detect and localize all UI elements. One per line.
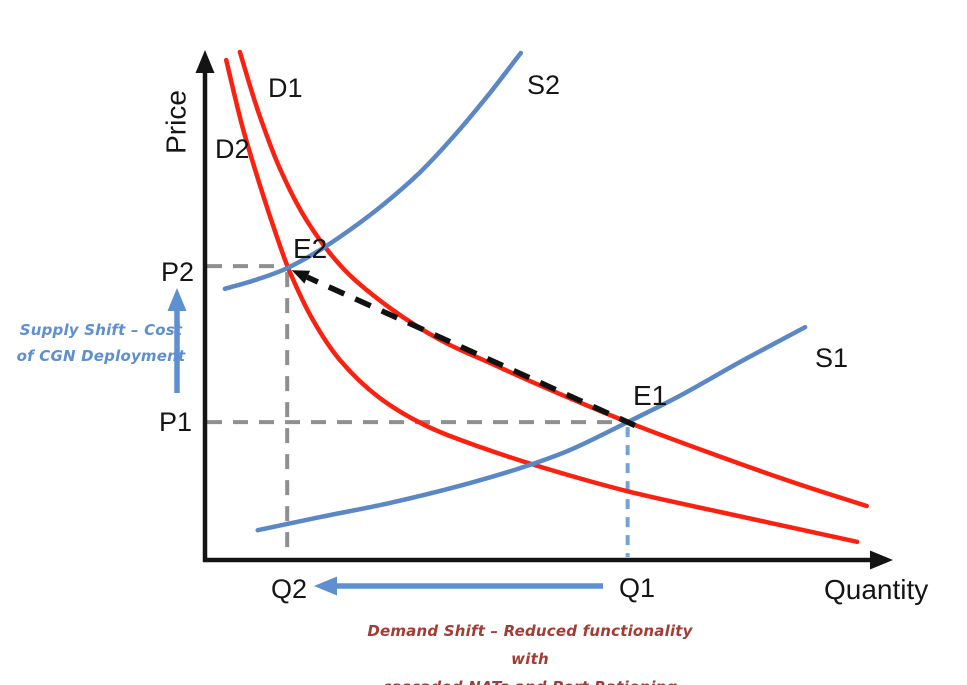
quantity-axis-arrowhead [870,550,893,570]
curve-label-d2: D2 [215,134,250,164]
point-label-e2: E2 [293,233,327,264]
curve-s2 [222,50,524,292]
demand-shift-annotation-suffix: and Port Rationing [515,678,678,685]
quantity-label-q2: Q2 [271,574,307,604]
curve-label-s2: S2 [527,70,560,100]
demand-shift-annotation: Demand Shift – Reduced functionality wit… [352,617,708,685]
curve-d2 [223,57,860,545]
price-axis-arrowhead [195,50,215,73]
supply-shift-arrowhead [167,288,187,311]
demand-shift-annotation-prefix: cascaded [383,678,463,685]
supply-shift-annotation-line1: Supply Shift – Cost [19,321,183,339]
demand-shift-annotation-line2: cascaded NATs and Port Rationing [352,673,708,685]
point-label-e1: E1 [633,380,667,411]
demand-shift-arrowhead [314,576,337,596]
price-label-p1: P1 [159,407,192,437]
equilibrium-shift-arrow-shaft [306,274,637,428]
supply-shift-annotation: Supply Shift – Cost of CGN Deployment [16,317,186,369]
supply-shift-annotation-line2: of CGN Deployment [16,347,186,365]
equilibrium-shift-arrowhead [291,270,311,284]
y-axis-label: Price [160,90,191,154]
misspelled-word-nats: NATs [468,678,509,685]
demand-shift-annotation-line1: Demand Shift – Reduced functionality wit… [367,622,693,668]
x-axis-label: Quantity [824,574,928,605]
quantity-label-q1: Q1 [619,573,655,603]
curve-label-s1: S1 [815,343,848,373]
curve-d1 [237,49,869,509]
curve-s1 [255,324,808,533]
price-label-p2: P2 [161,257,194,287]
curve-label-d1: D1 [268,73,303,103]
